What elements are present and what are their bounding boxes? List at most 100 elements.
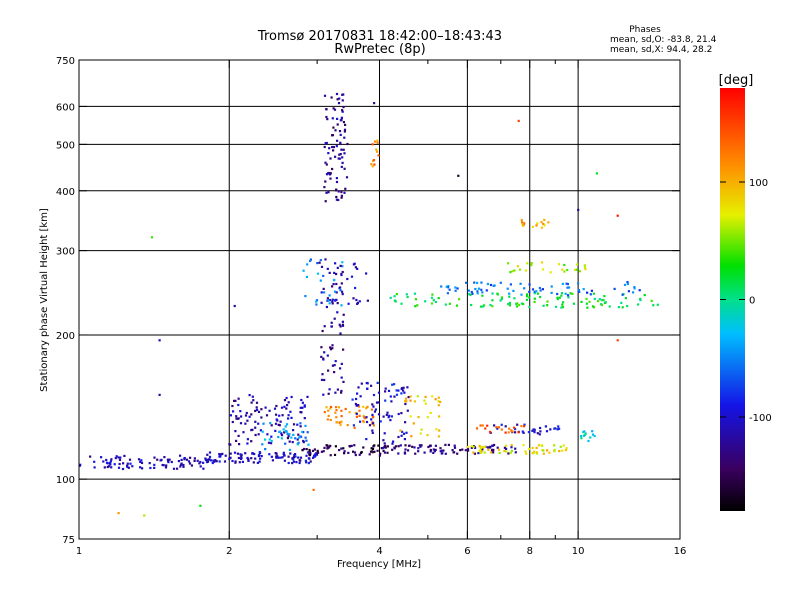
echo-point xyxy=(244,422,247,425)
echo-point xyxy=(528,296,531,299)
echo-point xyxy=(264,438,267,441)
echo-point xyxy=(354,286,357,290)
echo-point xyxy=(507,431,510,434)
echo-point xyxy=(515,302,518,305)
echo-point xyxy=(523,287,526,290)
echo-point xyxy=(312,488,315,491)
echo-point xyxy=(346,277,349,281)
echo-point xyxy=(503,449,506,453)
echo-point xyxy=(444,303,447,306)
echo-point xyxy=(343,152,346,155)
echo-point xyxy=(260,455,263,458)
echo-point xyxy=(326,118,329,121)
echo-point xyxy=(359,395,362,398)
echo-point xyxy=(168,458,171,461)
echo-point xyxy=(506,287,509,290)
echo-point xyxy=(334,155,337,158)
echo-point xyxy=(208,458,211,461)
chart-title: Tromsø 20170831 18:42:00–18:43:43 xyxy=(257,29,502,44)
data-points xyxy=(78,92,659,517)
echo-point xyxy=(632,291,635,294)
echo-point xyxy=(320,301,323,304)
echo-point xyxy=(331,285,334,288)
echo-point xyxy=(299,422,302,425)
echo-point xyxy=(430,296,434,299)
y-tick-label: 750 xyxy=(56,56,75,67)
echo-point xyxy=(487,446,490,449)
echo-point xyxy=(231,420,234,424)
echo-point xyxy=(315,299,319,302)
echo-point xyxy=(300,411,303,414)
echo-point xyxy=(335,145,338,148)
x-axis-label: Frequency [MHz] xyxy=(337,559,421,570)
echo-point xyxy=(431,395,434,398)
echo-point xyxy=(206,460,210,463)
echo-point xyxy=(189,456,192,459)
echo-point xyxy=(478,450,481,453)
echo-point xyxy=(377,413,381,416)
echo-point xyxy=(404,448,407,451)
echo-point xyxy=(332,126,335,129)
colorbar-tick-label: 100 xyxy=(749,178,768,189)
echo-point xyxy=(440,285,443,288)
echo-point xyxy=(340,391,343,394)
echo-point xyxy=(382,449,385,452)
echo-point xyxy=(93,460,96,463)
echo-point xyxy=(384,399,387,402)
echo-point xyxy=(240,453,243,456)
echo-point xyxy=(341,293,344,296)
echo-point xyxy=(240,456,243,459)
echo-point xyxy=(258,460,261,463)
echo-point xyxy=(160,458,163,461)
echo-point xyxy=(311,449,315,452)
echo-point xyxy=(391,448,394,451)
echo-point xyxy=(215,460,218,463)
phase-stats-o: mean, sd,O: -83.8, 21.4 xyxy=(610,35,717,45)
echo-point xyxy=(322,357,325,360)
echo-point xyxy=(336,388,339,391)
echo-point xyxy=(525,298,529,301)
echo-point xyxy=(429,450,432,453)
echo-point xyxy=(414,305,417,308)
echo-point xyxy=(561,282,564,285)
echo-point xyxy=(322,274,325,277)
echo-point xyxy=(213,460,216,463)
echo-point xyxy=(366,299,369,302)
echo-point xyxy=(336,98,339,101)
echo-point xyxy=(270,439,273,443)
echo-point xyxy=(491,292,494,295)
echo-point xyxy=(429,444,432,447)
echo-point xyxy=(526,293,529,296)
echo-point xyxy=(508,304,511,307)
echo-point xyxy=(480,288,483,291)
echo-point xyxy=(352,424,355,427)
echo-point xyxy=(492,448,495,451)
y-tick-label: 200 xyxy=(56,331,75,342)
echo-point xyxy=(308,453,311,456)
echo-point xyxy=(294,437,297,440)
echo-point xyxy=(281,456,284,459)
echo-point xyxy=(107,465,110,468)
echo-point xyxy=(298,461,301,465)
echo-point xyxy=(309,452,312,455)
echo-point xyxy=(266,433,269,436)
echo-point xyxy=(283,399,287,402)
echo-point xyxy=(540,221,543,224)
echo-point xyxy=(299,459,302,462)
echo-point xyxy=(322,450,325,453)
echo-point xyxy=(333,364,336,367)
echo-point xyxy=(517,431,520,434)
echo-point xyxy=(139,460,142,463)
echo-point xyxy=(275,456,278,459)
echo-point xyxy=(558,296,561,299)
echo-point xyxy=(426,434,429,437)
echo-point xyxy=(331,347,334,350)
echo-point xyxy=(341,156,344,159)
echo-point xyxy=(170,460,173,464)
echo-point xyxy=(559,445,562,448)
echo-point xyxy=(323,411,326,414)
echo-point xyxy=(473,452,476,455)
echo-point xyxy=(257,410,261,413)
echo-point xyxy=(497,426,501,429)
echo-point xyxy=(274,429,277,432)
